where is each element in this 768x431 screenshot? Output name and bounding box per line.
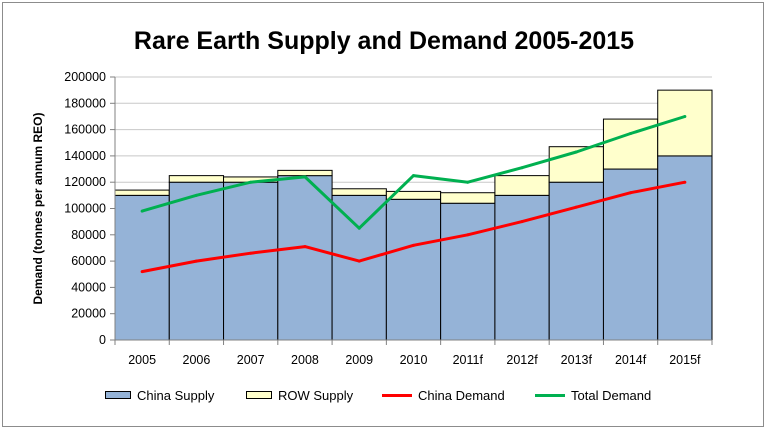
legend-item-total-demand: Total Demand — [535, 384, 651, 406]
x-tick-label: 2007 — [237, 353, 265, 367]
point-china-demand-2009 — [357, 259, 361, 263]
x-tick-label: 2009 — [345, 353, 373, 367]
legend-label: ROW Supply — [278, 387, 354, 403]
bar-row-supply-2011f — [440, 192, 496, 204]
point-total-demand-2010 — [412, 174, 415, 178]
x-tick-label: 2008 — [291, 353, 319, 367]
y-tick-label: 140000 — [64, 149, 106, 163]
point-total-demand-2008 — [303, 175, 307, 179]
y-tick-label: 40000 — [71, 280, 106, 294]
legend-label: Total Demand — [571, 387, 652, 403]
legend-swatch — [382, 393, 412, 397]
legend-item-china-demand: China Demand — [382, 384, 505, 406]
chart-title: Rare Earth Supply and Demand 2005-2015 — [133, 27, 635, 55]
point-total-demand-2014f — [629, 132, 633, 136]
y-tick-label: 60000 — [71, 254, 106, 268]
point-china-demand-2007 — [249, 251, 253, 255]
point-total-demand-2012f — [520, 166, 524, 170]
y-tick-label: 100000 — [64, 202, 106, 216]
point-total-demand-2006 — [194, 193, 198, 197]
x-tick-label: 2013f — [561, 353, 593, 367]
point-china-demand-2015f — [683, 180, 687, 184]
x-tick-label: 2011f — [453, 353, 484, 367]
legend-swatch — [105, 391, 131, 399]
chart-legend: China Supply ROW Supply China Demand Total … — [0, 384, 762, 406]
y-tick-label: 0 — [99, 333, 106, 347]
x-tick-label: 2012f — [506, 353, 538, 367]
bar-row-supply-2008 — [277, 169, 333, 177]
y-tick-label: 20000 — [71, 307, 106, 321]
x-tick-label: 2010 — [400, 353, 428, 367]
point-total-demand-2015f — [683, 114, 687, 118]
legend-label: China Supply — [137, 387, 215, 403]
bar-china-supply-2007 — [223, 181, 279, 341]
legend-swatch — [535, 393, 565, 397]
y-axis-label: Demand (tonnes per annum REO) — [31, 112, 45, 304]
bar-china-supply-2014f — [602, 168, 659, 341]
point-china-demand-2008 — [303, 245, 307, 249]
bar-row-supply-2012f — [494, 175, 550, 196]
bar-china-supply-2010 — [385, 198, 442, 341]
bar-row-supply-2006 — [168, 175, 225, 183]
legend-item-row-supply: ROW Supply — [246, 384, 353, 406]
x-tick-label: 2015f — [669, 353, 701, 367]
point-china-demand-2006 — [194, 259, 198, 263]
legend-swatch — [246, 391, 272, 399]
point-total-demand-2009 — [357, 226, 361, 230]
x-tick-label: 2014f — [615, 353, 647, 367]
bar-row-supply-2005 — [114, 189, 170, 196]
point-total-demand-2005 — [140, 209, 144, 213]
point-china-demand-2013f — [574, 205, 578, 209]
bar-china-supply-2012f — [494, 194, 550, 341]
point-china-demand-2014f — [629, 191, 633, 195]
bar-row-supply-2009 — [331, 188, 387, 196]
point-total-demand-2007 — [249, 180, 253, 184]
point-total-demand-2013f — [574, 150, 578, 154]
point-total-demand-2011f — [466, 180, 470, 184]
bar-china-supply-2011f — [440, 202, 496, 341]
point-china-demand-2010 — [412, 243, 415, 247]
bar-china-supply-2008 — [277, 175, 333, 341]
bar-china-supply-2009 — [331, 194, 387, 341]
y-tick-label: 180000 — [64, 96, 106, 110]
x-tick-label: 2006 — [183, 353, 211, 367]
x-tick-label: 2005 — [128, 353, 156, 367]
point-china-demand-2012f — [520, 220, 524, 224]
y-tick-label: 80000 — [71, 228, 106, 242]
legend-label: China Demand — [418, 387, 505, 403]
y-tick-label: 120000 — [64, 175, 106, 189]
y-tick-label: 200000 — [64, 70, 106, 84]
point-china-demand-2005 — [140, 270, 144, 274]
legend-item-china-supply: China Supply — [105, 384, 214, 406]
y-tick-label: 160000 — [64, 123, 106, 137]
point-china-demand-2011f — [466, 233, 470, 237]
